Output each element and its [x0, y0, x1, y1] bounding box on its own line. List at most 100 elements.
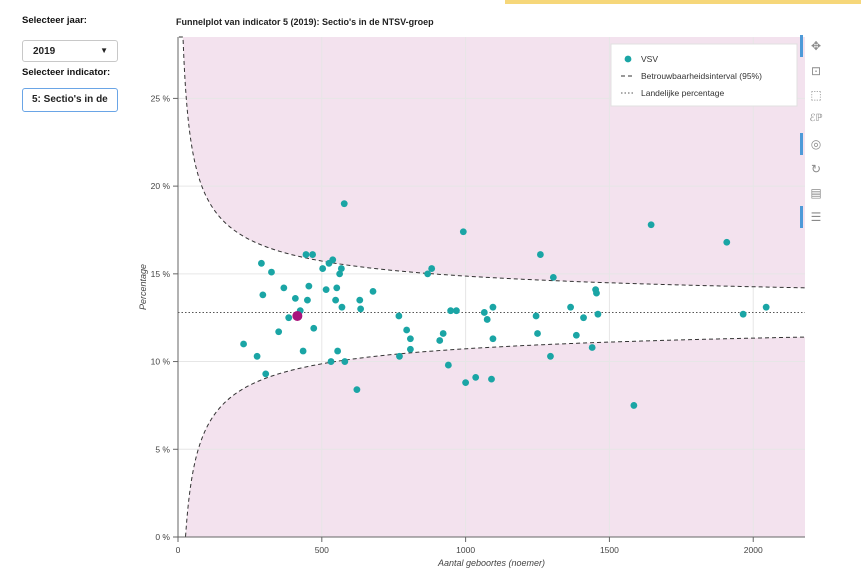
data-point: [447, 307, 455, 315]
data-point: [647, 221, 655, 229]
year-select-value: 2019: [33, 46, 56, 57]
data-point: [444, 361, 452, 369]
x-tick-label: 1500: [600, 545, 619, 555]
data-point: [258, 259, 265, 267]
highlight-point: [292, 310, 303, 321]
legend-point-marker: [624, 55, 632, 63]
data-point: [453, 307, 460, 315]
box-zoom-icon[interactable]: ⊡: [810, 64, 822, 78]
data-point: [472, 373, 480, 381]
data-point: [332, 296, 340, 304]
data-point: [240, 340, 247, 348]
data-point: [340, 200, 348, 208]
box-select-icon[interactable]: ⬚: [810, 88, 822, 102]
x-axis-label: Aantal geboortes (noemer): [437, 558, 545, 568]
data-point: [480, 309, 488, 316]
data-point: [593, 289, 600, 297]
data-point: [357, 305, 365, 313]
x-tick-label: 1000: [456, 545, 475, 555]
data-point: [739, 310, 747, 318]
data-point: [630, 402, 638, 409]
data-point: [532, 312, 540, 320]
data-point: [299, 347, 307, 355]
data-point: [291, 295, 299, 302]
x-tick-label: 2000: [744, 545, 763, 555]
data-point: [572, 331, 580, 339]
data-point: [534, 330, 541, 337]
data-point: [547, 352, 554, 360]
hover-icon[interactable]: ☰: [810, 210, 822, 224]
data-point: [489, 303, 497, 311]
data-point: [723, 238, 731, 246]
data-point: [336, 270, 344, 278]
data-point: [462, 379, 470, 387]
data-point: [353, 386, 361, 394]
data-point: [580, 314, 587, 322]
y-tick-label: 0 %: [155, 532, 170, 542]
upper-ci-line: [178, 36, 806, 289]
data-point: [275, 328, 283, 336]
data-point: [327, 358, 335, 365]
data-point: [304, 296, 311, 304]
data-point: [549, 273, 557, 281]
pan-icon[interactable]: ✥: [810, 39, 822, 53]
data-point: [459, 228, 467, 236]
lower-ci-line: [178, 336, 806, 538]
legend-box: [610, 43, 798, 107]
y-axis-label: Percentage: [138, 264, 148, 310]
y-tick-label: 25 %: [151, 93, 171, 103]
data-point: [406, 335, 414, 343]
indicator-select[interactable]: 5: Sectio's in de: [22, 88, 118, 112]
x-tick-label: 500: [315, 545, 329, 555]
data-point: [536, 251, 544, 258]
data-point: [356, 296, 364, 304]
data-point: [309, 251, 317, 258]
data-point: [594, 310, 602, 318]
lasso-icon[interactable]: ℰℙ: [809, 113, 823, 124]
data-point: [436, 337, 444, 344]
y-tick-label: 20 %: [151, 181, 171, 191]
data-point: [280, 284, 288, 292]
data-point: [285, 314, 293, 322]
data-point: [329, 256, 337, 264]
data-point: [341, 358, 349, 365]
data-point: [439, 330, 447, 337]
legend-label-national: Landelijke percentage: [641, 88, 724, 98]
save-icon[interactable]: ▤: [810, 186, 822, 200]
active-tool-indicator: [800, 133, 803, 155]
active-tool-indicator: [800, 206, 803, 228]
data-point: [396, 352, 403, 360]
data-point: [262, 370, 270, 378]
data-point: [483, 316, 491, 323]
data-point: [337, 265, 345, 272]
data-point: [428, 265, 436, 272]
data-point: [334, 347, 342, 355]
data-point: [253, 352, 261, 360]
y-tick-label: 10 %: [151, 357, 171, 367]
data-point: [333, 284, 341, 292]
data-point: [488, 375, 495, 383]
x-tick-label: 0: [176, 545, 181, 555]
wheel-zoom-icon[interactable]: ◎: [810, 137, 822, 151]
reset-icon[interactable]: ↻: [810, 162, 822, 176]
year-label: Selecteer jaar:: [22, 15, 87, 26]
data-point: [395, 312, 403, 320]
data-point: [424, 270, 432, 278]
data-point: [268, 268, 275, 276]
data-point: [567, 303, 574, 311]
data-point: [369, 287, 377, 295]
legend-label-points: VSV: [641, 54, 658, 64]
data-point: [319, 265, 327, 272]
indicator-label: Selecteer indicator:: [22, 67, 111, 78]
year-select[interactable]: 2019 ▼: [22, 40, 118, 62]
lower-outside-region: [178, 337, 805, 537]
active-tool-indicator: [800, 35, 803, 57]
data-point: [588, 344, 596, 351]
data-point: [259, 291, 267, 299]
y-tick-label: 15 %: [151, 269, 171, 279]
legend-label-ci: Betrouwbaarheidsinterval (95%): [641, 71, 762, 81]
chevron-down-icon: ▼: [100, 46, 108, 55]
top-accent-bar: [505, 0, 861, 4]
data-point: [403, 326, 411, 334]
